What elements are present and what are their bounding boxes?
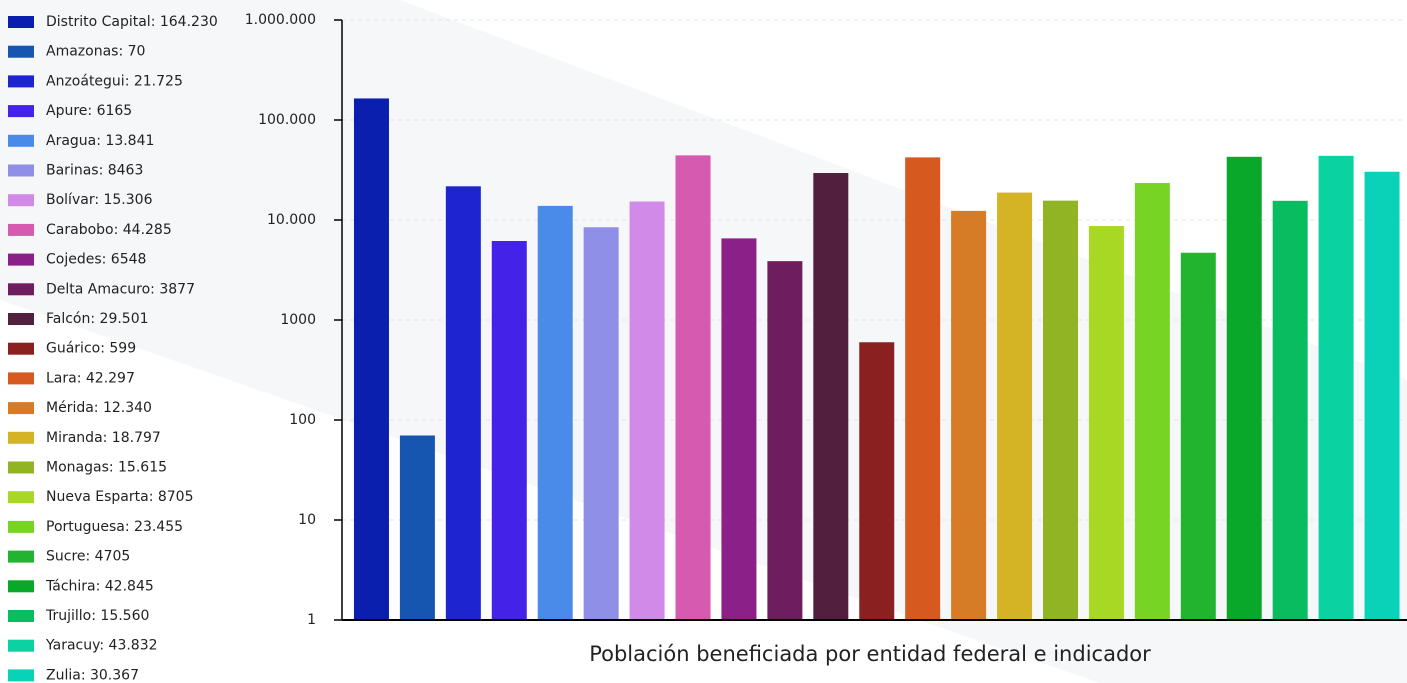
legend-label: Cojedes: 6548	[46, 252, 146, 268]
x-axis-label: Población beneficiada por entidad federa…	[589, 642, 1151, 666]
legend-label: Yaracuy: 43.832	[45, 638, 158, 654]
legend-swatch	[8, 253, 34, 266]
bar	[721, 238, 757, 620]
y-tick-label: 1000	[280, 312, 316, 328]
legend-label: Zulia: 30.367	[46, 667, 139, 683]
y-tick-label: 1	[307, 612, 316, 628]
legend-swatch	[8, 134, 34, 147]
legend-label: Monagas: 15.615	[46, 460, 167, 476]
legend-label: Barinas: 8463	[46, 163, 143, 179]
legend-label: Falcón: 29.501	[46, 311, 149, 327]
legend-label: Táchira: 42.845	[45, 578, 154, 594]
bar	[1088, 226, 1124, 620]
legend-label: Aragua: 13.841	[46, 133, 154, 149]
legend-swatch	[8, 164, 34, 177]
bar	[905, 157, 941, 620]
y-tick-label: 10	[298, 512, 316, 528]
bar	[445, 186, 481, 620]
y-tick-label: 10.000	[267, 212, 316, 228]
bar	[583, 227, 619, 620]
legend-label: Carabobo: 44.285	[46, 222, 172, 238]
legend-label: Lara: 42.297	[46, 370, 135, 386]
legend-swatch	[8, 402, 34, 415]
bar	[1134, 182, 1170, 621]
bar	[813, 173, 849, 620]
legend-label: Sucre: 4705	[46, 549, 130, 565]
legend-label: Portuguesa: 23.455	[46, 519, 183, 535]
bar	[997, 192, 1033, 621]
bar	[951, 210, 987, 621]
bar	[1180, 252, 1216, 621]
bar	[1272, 200, 1308, 620]
legend-swatch	[8, 610, 34, 622]
legend-label: Distrito Capital: 164.230	[46, 14, 218, 30]
y-tick-label: 100.000	[258, 112, 316, 128]
legend-swatch	[8, 669, 34, 682]
bar	[1364, 171, 1400, 620]
legend-label: Amazonas: 70	[46, 44, 145, 60]
legend-swatch	[8, 283, 34, 296]
legend-label: Mérida: 12.340	[46, 400, 152, 416]
legend-swatch	[8, 16, 34, 28]
bar	[491, 241, 527, 620]
legend-label: Guárico: 599	[46, 341, 136, 357]
legend-swatch	[8, 45, 34, 58]
legend-label: Apure: 6165	[46, 103, 132, 119]
bar	[353, 98, 389, 620]
legend-label: Anzoátegui: 21.725	[46, 73, 183, 89]
legend-swatch	[8, 550, 34, 563]
legend-swatch	[8, 461, 34, 474]
bar	[1226, 156, 1262, 620]
bar	[675, 155, 711, 620]
legend-swatch	[8, 372, 34, 385]
bar	[629, 201, 665, 620]
legend-swatch	[8, 491, 34, 504]
bar	[399, 435, 435, 620]
legend-swatch	[8, 431, 34, 444]
legend-swatch	[8, 580, 34, 593]
legend-swatch	[8, 194, 34, 207]
legend-swatch	[8, 223, 34, 236]
legend-label: Nueva Esparta: 8705	[46, 489, 194, 505]
bar	[537, 205, 573, 621]
legend-label: Bolívar: 15.306	[46, 192, 153, 208]
legend-label: Delta Amacuro: 3877	[46, 281, 195, 297]
y-tick-label: 1.000.000	[245, 12, 316, 28]
bar	[767, 261, 803, 620]
legend-swatch	[8, 639, 34, 652]
legend-swatch	[8, 520, 34, 533]
bar	[859, 342, 895, 620]
legend-label: Trujillo: 15.560	[45, 608, 149, 624]
legend-swatch	[8, 342, 34, 355]
y-tick-label: 100	[289, 412, 316, 428]
legend-label: Miranda: 18.797	[46, 430, 161, 446]
legend-swatch	[8, 75, 34, 88]
bar	[1318, 155, 1354, 621]
legend-swatch	[8, 105, 34, 118]
legend-swatch	[8, 313, 34, 325]
bar	[1042, 200, 1078, 620]
